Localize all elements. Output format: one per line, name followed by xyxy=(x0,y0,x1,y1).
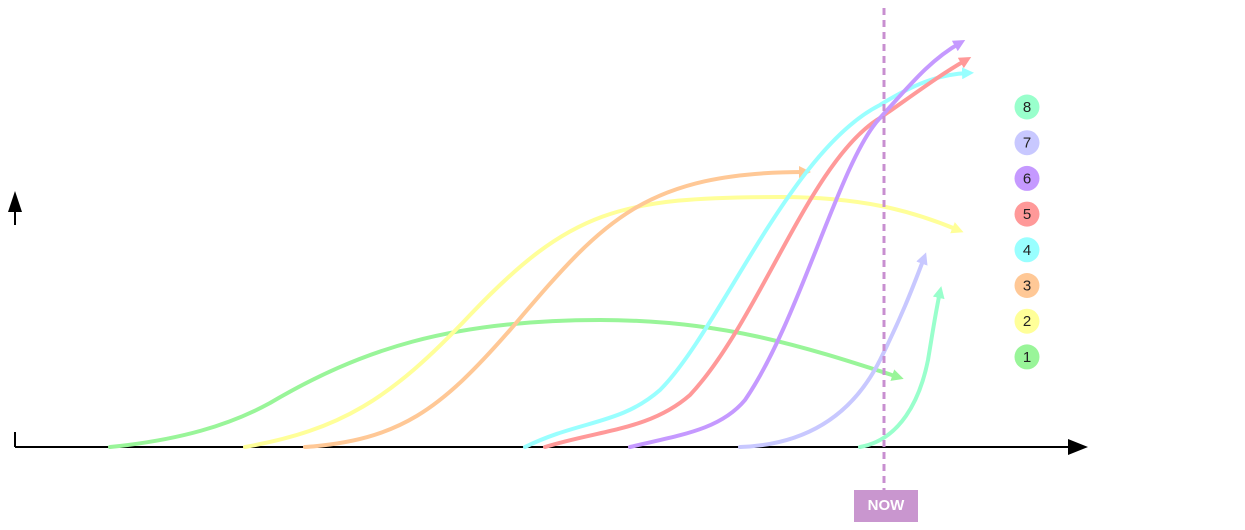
x-axis-arrow xyxy=(1068,439,1088,455)
curve-5 xyxy=(543,57,972,449)
now-label: NOW xyxy=(868,497,906,514)
legend-label: 3 xyxy=(1023,277,1031,294)
legend-swatch xyxy=(1014,237,1040,263)
legend-swatch xyxy=(1014,273,1040,298)
curve-3 xyxy=(303,166,811,449)
curve-4 xyxy=(523,67,974,449)
curves xyxy=(108,40,974,449)
legend: 8 7 6 5 4 3 2 1 xyxy=(1014,94,1040,370)
legend-swatch xyxy=(1014,201,1040,227)
legend-label: 1 xyxy=(1023,349,1031,366)
legend-swatch xyxy=(1014,94,1040,120)
legend-swatch xyxy=(1014,130,1040,156)
legend-label: 8 xyxy=(1023,99,1031,116)
y-axis-arrow xyxy=(8,191,22,212)
curve-6 xyxy=(628,40,966,449)
curve-8 xyxy=(858,286,945,449)
legend-label: 2 xyxy=(1023,313,1031,330)
legend-label: 4 xyxy=(1023,242,1031,259)
legend-swatch xyxy=(1014,344,1040,370)
curve-2 xyxy=(243,194,964,449)
legend-swatch xyxy=(1014,308,1040,334)
legend-label: 5 xyxy=(1023,206,1031,223)
curve-7 xyxy=(738,252,928,449)
now-badge xyxy=(854,490,918,522)
legend-label: 6 xyxy=(1023,170,1031,187)
legend-swatch xyxy=(1014,165,1040,191)
legend-label: 7 xyxy=(1023,135,1031,152)
